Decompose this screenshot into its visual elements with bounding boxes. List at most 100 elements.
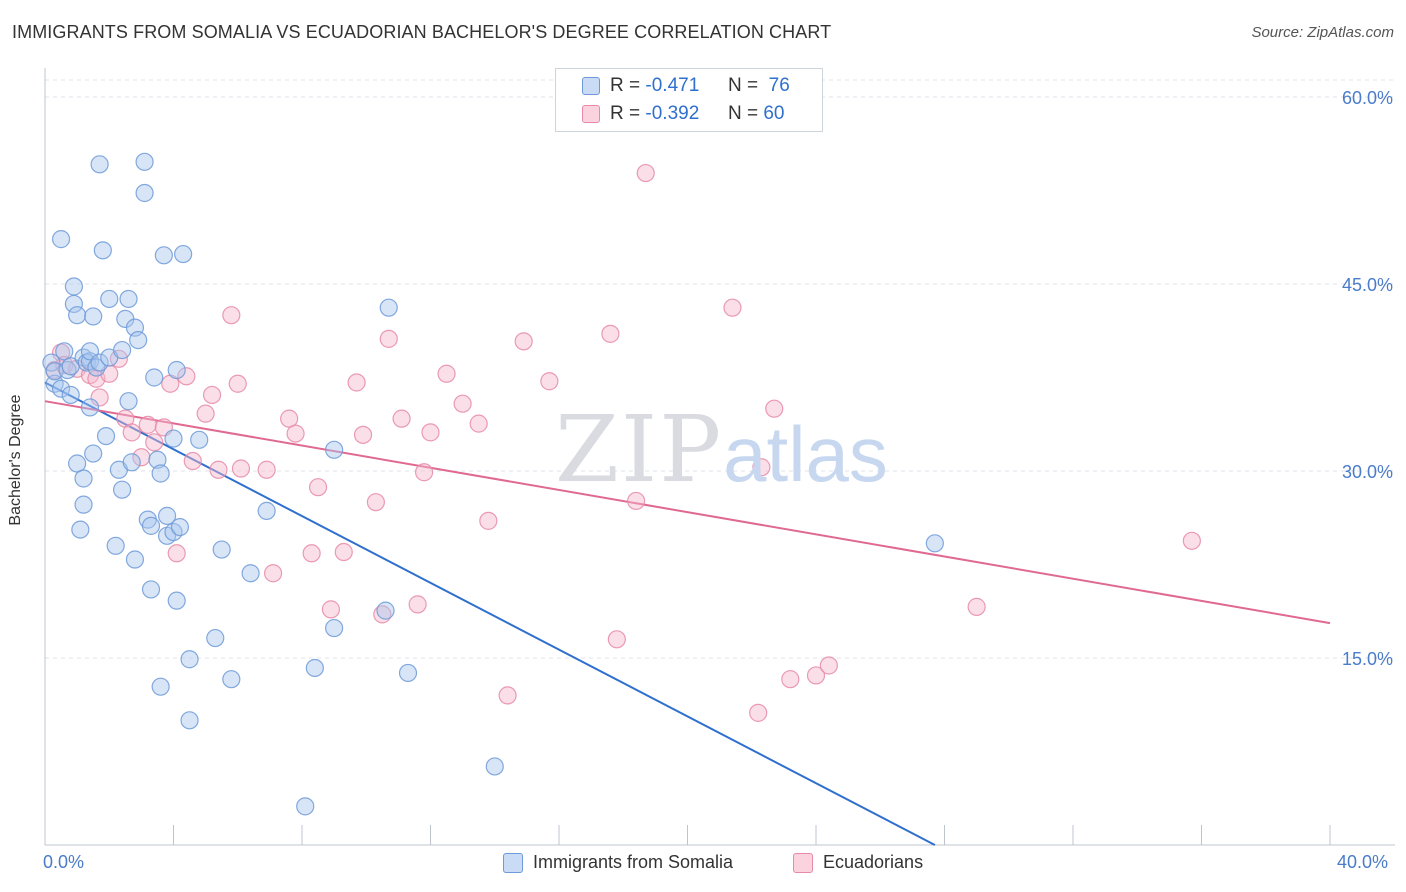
somalia-swatch — [582, 77, 600, 95]
somalia-point — [64, 277, 84, 296]
ecuador-point — [498, 686, 517, 705]
ecuador-point — [347, 373, 366, 392]
somalia-point — [87, 358, 106, 377]
y-tick-label: 30.0% — [1342, 462, 1393, 482]
somalia-point — [71, 520, 90, 539]
somalia-point — [74, 495, 93, 514]
legend-item-somalia[interactable]: Immigrants from Somalia — [503, 852, 733, 873]
data-points — [42, 152, 1201, 816]
ecuador-point — [607, 630, 626, 649]
ecuador-point — [177, 367, 196, 386]
ecuador-point — [90, 388, 109, 407]
ecuador-point — [222, 306, 241, 325]
ecuador-point — [202, 385, 222, 405]
ecuador-point — [479, 511, 498, 530]
ecuador-point — [408, 595, 427, 614]
ecuador-point — [308, 478, 328, 497]
somalia-point — [148, 450, 167, 469]
ecuador-point — [392, 409, 411, 428]
ecuador-point — [781, 670, 800, 689]
ecuador-point — [514, 332, 533, 351]
somalia-point — [925, 534, 944, 553]
source-credit: Source: ZipAtlas.com — [1251, 24, 1394, 41]
somalia-point — [190, 430, 209, 449]
somalia-point — [167, 360, 186, 380]
ecuador-point — [228, 374, 247, 393]
somalia-point — [180, 650, 199, 669]
somalia-point — [376, 601, 395, 620]
somalia-point — [145, 368, 164, 387]
x-tick-max: 40.0% — [1337, 852, 1389, 872]
somalia-point — [257, 501, 276, 520]
legend-row-ecuador: R = -0.392 N = 60 — [582, 103, 784, 125]
somalia-point — [119, 392, 138, 411]
somalia-point — [241, 564, 260, 583]
correlation-legend: R = -0.471 N = 76 R = -0.392 N = 60 — [555, 68, 823, 132]
somalia-point — [112, 340, 132, 360]
somalia-point — [174, 244, 193, 264]
somalia-point — [84, 307, 103, 326]
somalia-point — [170, 517, 190, 537]
somalia-point — [125, 550, 145, 569]
ecuador-point — [353, 425, 373, 444]
somalia-point — [93, 241, 112, 260]
somalia-point — [68, 454, 87, 473]
ecuador-point — [765, 399, 784, 418]
somalia-point — [55, 342, 74, 361]
somalia-point — [119, 289, 138, 309]
ecuador-legend-swatch — [793, 852, 813, 873]
somalia-point — [151, 464, 170, 483]
ecuador-point — [231, 459, 251, 478]
ecuador-point — [601, 324, 620, 343]
somalia-point — [80, 398, 100, 417]
somalia-point — [51, 230, 71, 249]
ecuador-point — [414, 463, 434, 482]
ecuador-point — [280, 409, 299, 428]
somalia-point — [398, 663, 418, 683]
ecuador-point — [421, 423, 440, 442]
x-tick-min: 0.0% — [43, 852, 85, 872]
somalia-point — [84, 444, 103, 463]
ecuador-point — [1182, 531, 1201, 550]
somalia-point — [485, 757, 504, 776]
legend-row-somalia: R = -0.471 N = 76 — [582, 75, 790, 97]
ecuador-swatch — [582, 105, 600, 123]
ecuador-point — [967, 597, 986, 616]
ecuador-point — [257, 460, 276, 479]
somalia-point — [135, 152, 154, 171]
ecuador-point — [263, 564, 283, 583]
ecuador-point — [209, 460, 228, 479]
somalia-point — [141, 516, 161, 535]
ecuador-point — [183, 451, 202, 471]
ecuador-point — [302, 544, 321, 563]
y-tick-label: 45.0% — [1342, 275, 1393, 295]
ecuador-point — [379, 329, 398, 348]
y-axis-label: Bachelor's Degree — [7, 394, 24, 526]
somalia-point — [96, 426, 116, 446]
somalia-point — [305, 658, 324, 678]
somalia-point — [129, 331, 148, 350]
somalia-point — [90, 155, 109, 174]
somalia-point — [222, 670, 241, 689]
somalia-point — [157, 506, 177, 525]
somalia-point — [325, 618, 344, 638]
somalia-point — [164, 429, 183, 448]
axes — [44, 68, 1395, 846]
somalia-point — [206, 628, 225, 648]
legend-item-ecuador[interactable]: Ecuadorians — [793, 852, 923, 873]
ecuador-point — [626, 491, 646, 511]
ecuador-point — [145, 433, 164, 452]
ecuador-point — [167, 544, 186, 563]
ecuador-point — [749, 703, 768, 722]
somalia-point — [154, 246, 173, 265]
ecuador-point — [334, 542, 353, 562]
somalia-point — [151, 677, 170, 696]
somalia-trend-line — [44, 381, 936, 846]
ecuador-point — [819, 656, 838, 675]
somalia-point — [296, 797, 315, 816]
ecuador-point — [723, 298, 742, 317]
ecuador-point — [752, 458, 771, 477]
somalia-r-value: -0.471 — [645, 75, 700, 96]
trend-lines — [44, 381, 1331, 846]
